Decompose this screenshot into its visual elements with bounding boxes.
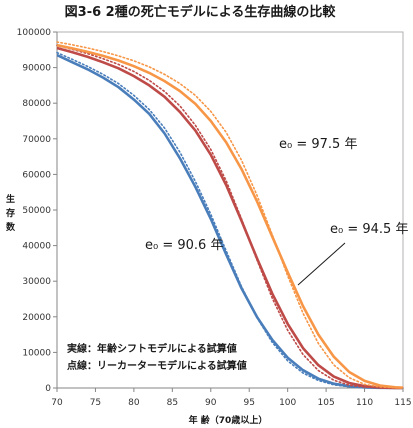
x-tick-label: 105: [318, 398, 335, 408]
x-tick-label: 95: [243, 398, 254, 408]
y-tick-label: 60000: [22, 170, 51, 180]
annotation-leader-line: [297, 242, 346, 286]
series-e0-94-5-solid: [56, 46, 404, 390]
y-axis-label-3: 数: [6, 221, 16, 233]
note-dotted-line: 点線：リーカーターモデルによる試算値: [67, 359, 247, 372]
x-tick-label: 100: [279, 398, 296, 408]
x-tick-label: 110: [356, 398, 373, 408]
y-tick-label: 90000: [22, 64, 51, 74]
ticks-layer: 0 10000 20000 30000 40000 50000 60000 70000 8000…: [17, 28, 412, 408]
y-tick-label: 50000: [22, 206, 51, 216]
chart-title: 図3-6 2種の死亡モデルによる生存曲線の比較: [65, 4, 337, 20]
y-tick-label: 30000: [22, 277, 51, 287]
y-tick-label: 100000: [17, 28, 52, 38]
series-e0-97-5-solid: [56, 43, 404, 389]
annotation-e0-94-5: e₀ = 94.5 年: [330, 222, 408, 237]
x-tick-label: 75: [90, 398, 101, 408]
plot-area: [56, 31, 404, 389]
x-axis-label: 年 齢（70歳以上）: [189, 414, 268, 426]
y-tick-label: 40000: [22, 242, 51, 252]
series-e0-97-5-dotted: [56, 41, 404, 389]
y-tick-label: 10000: [22, 348, 51, 358]
plot-frame: [56, 31, 404, 389]
y-tick-label: 70000: [22, 135, 51, 145]
y-tick-label: 80000: [22, 99, 51, 109]
x-tick-label: 90: [205, 398, 217, 408]
note-solid-line: 実線：年齢シフトモデルによる試算値: [67, 342, 237, 355]
series-layer: [56, 41, 404, 390]
x-tick-label: 80: [128, 398, 140, 408]
x-tick-label: 115: [394, 398, 411, 408]
series-e0-90-6-dotted: [56, 51, 404, 389]
x-tick-label: 70: [51, 398, 63, 408]
y-tick-label: 20000: [22, 313, 51, 323]
series-e0-94-5-dotted: [56, 44, 404, 389]
annotation-e0-97-5: e₀ = 97.5 年: [279, 137, 357, 152]
annotation-e0-90-6: e₀ = 90.6 年: [145, 238, 223, 253]
x-tick-label: 85: [167, 398, 178, 408]
y-axis-label-2: 存: [6, 207, 15, 219]
y-tick-label: 0: [45, 384, 51, 394]
y-axis-label-1: 生: [6, 193, 15, 205]
